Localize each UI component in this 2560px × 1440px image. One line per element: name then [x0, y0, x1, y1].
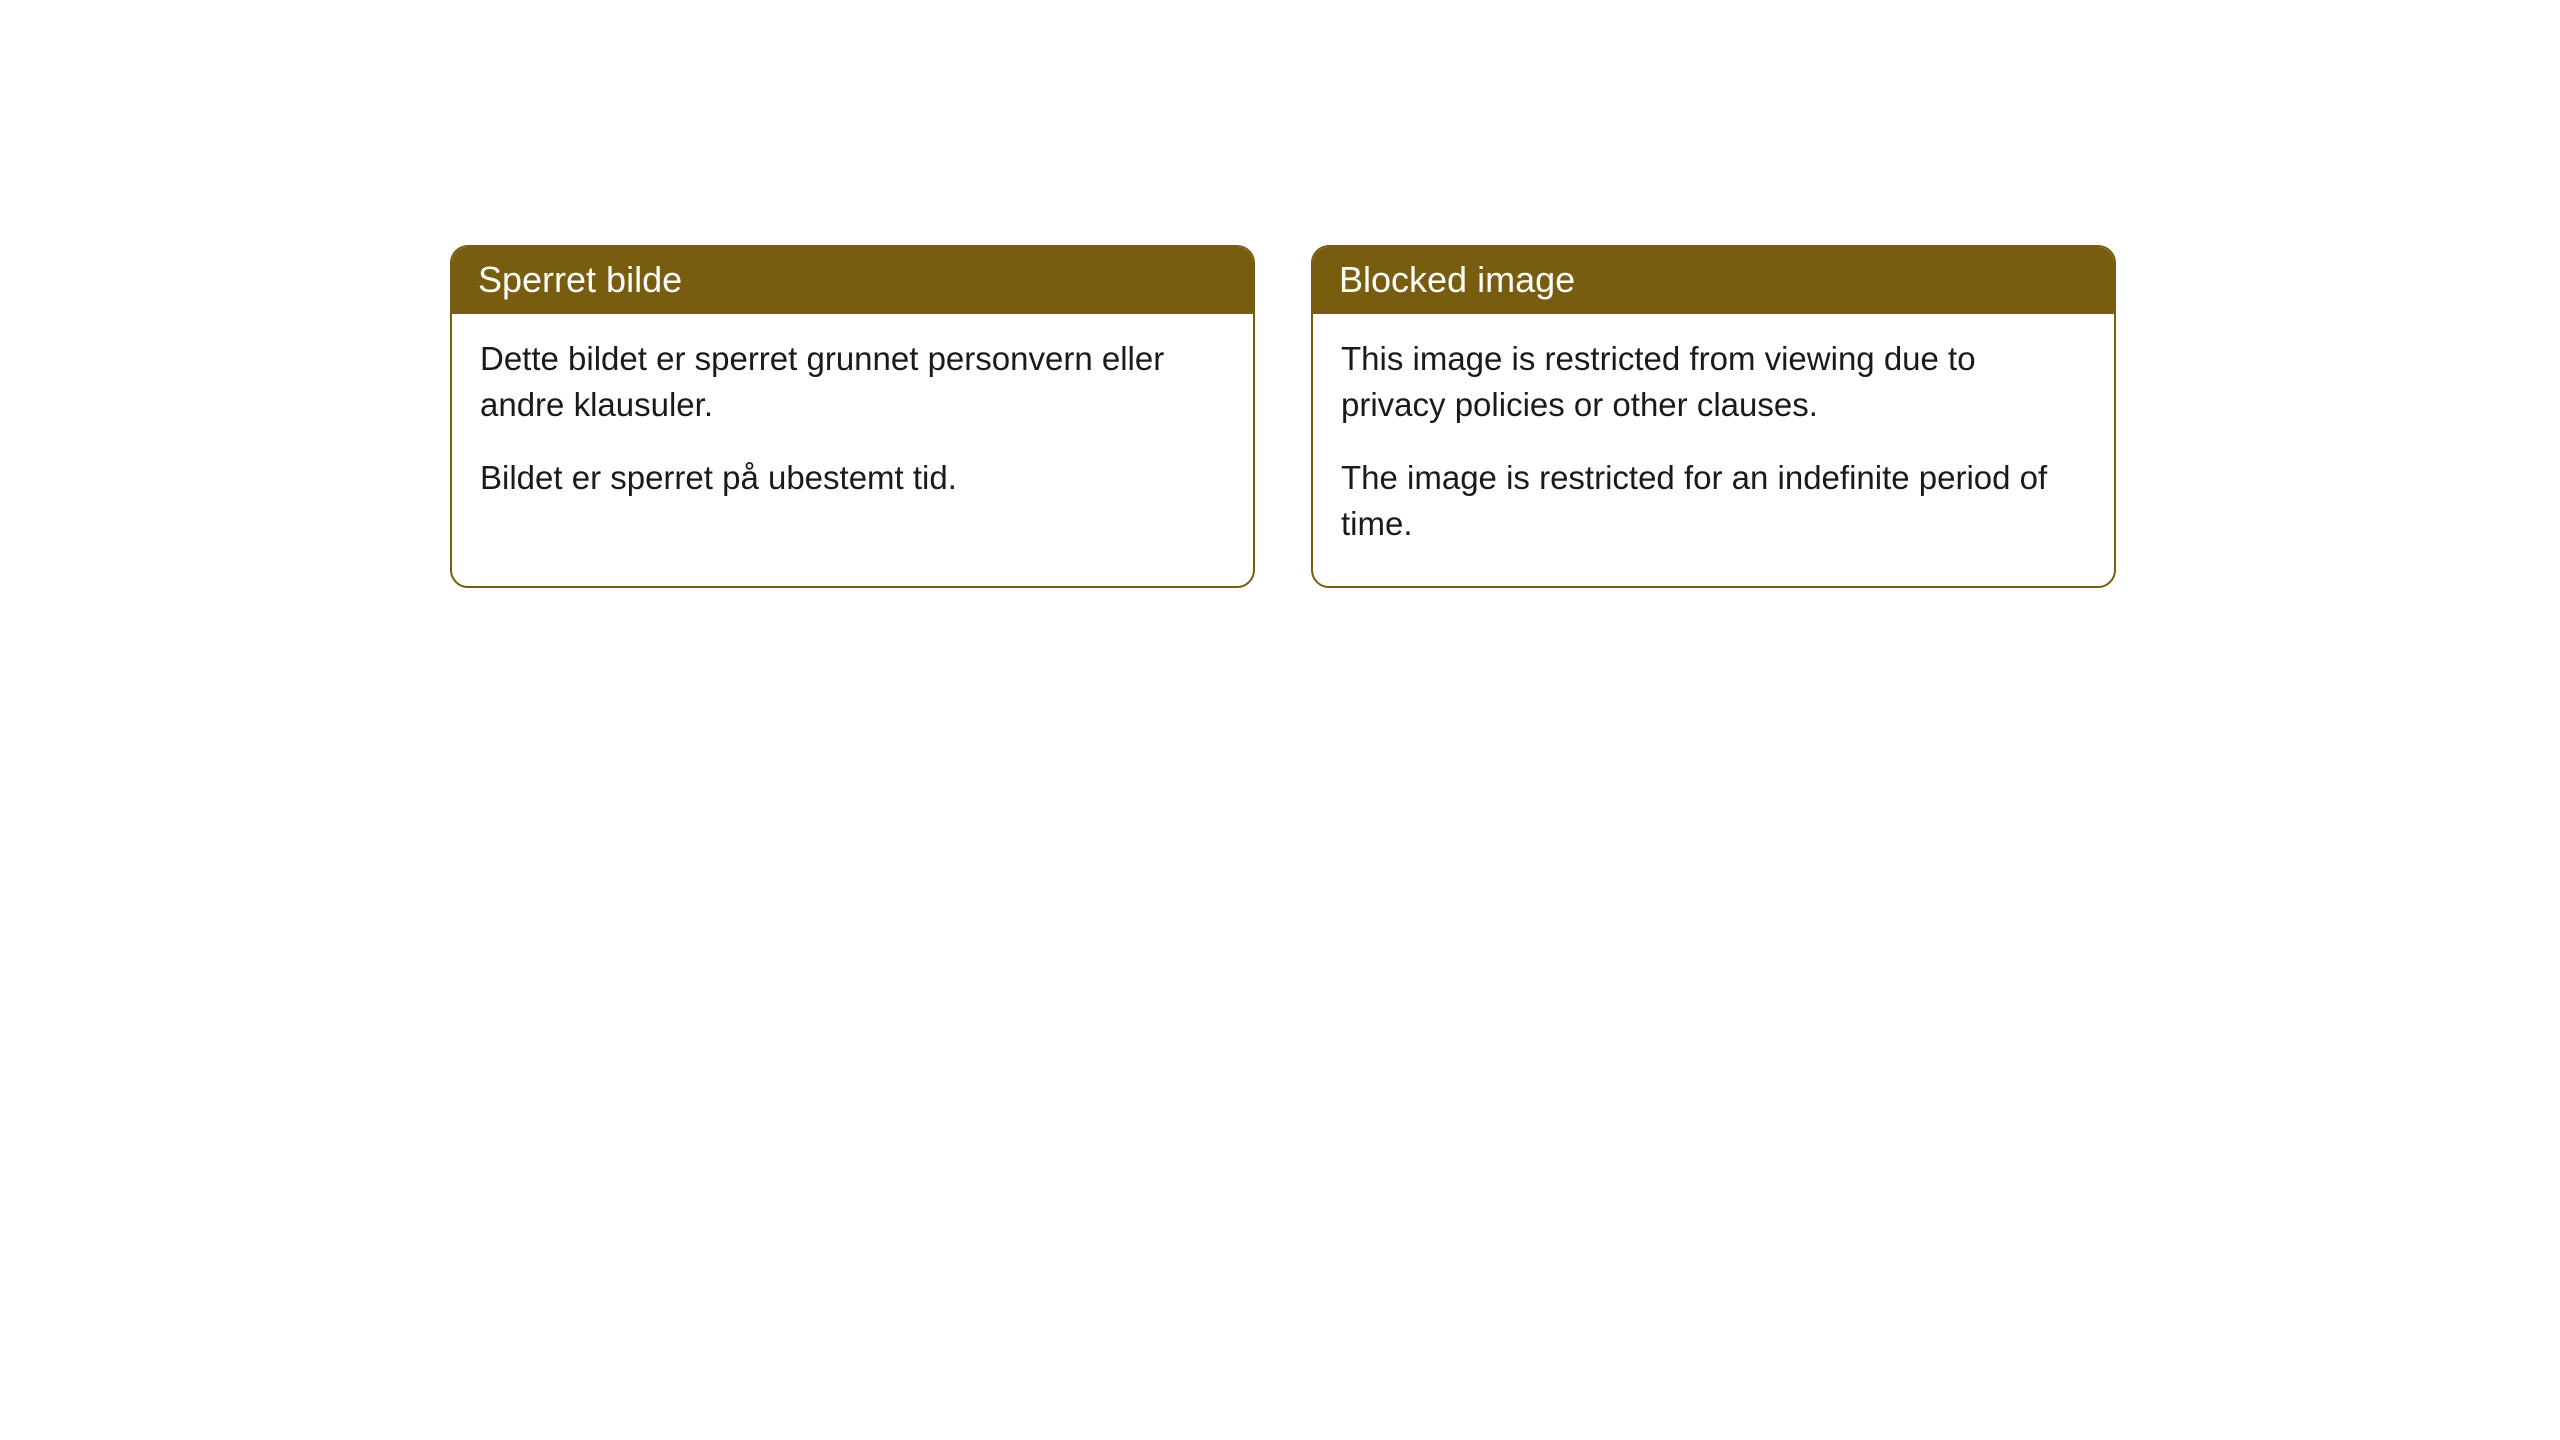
card-paragraph: Dette bildet er sperret grunnet personve… [480, 336, 1225, 427]
card-paragraph: The image is restricted for an indefinit… [1341, 455, 2086, 546]
card-norwegian: Sperret bilde Dette bildet er sperret gr… [450, 245, 1255, 588]
card-paragraph: This image is restricted from viewing du… [1341, 336, 2086, 427]
card-title: Sperret bilde [478, 259, 682, 300]
cards-container: Sperret bilde Dette bildet er sperret gr… [450, 245, 2116, 588]
card-header-english: Blocked image [1313, 247, 2114, 314]
card-body-english: This image is restricted from viewing du… [1313, 314, 2114, 586]
card-title: Blocked image [1339, 259, 1575, 300]
card-paragraph: Bildet er sperret på ubestemt tid. [480, 455, 1225, 501]
card-body-norwegian: Dette bildet er sperret grunnet personve… [452, 314, 1253, 541]
card-english: Blocked image This image is restricted f… [1311, 245, 2116, 588]
card-header-norwegian: Sperret bilde [452, 247, 1253, 314]
